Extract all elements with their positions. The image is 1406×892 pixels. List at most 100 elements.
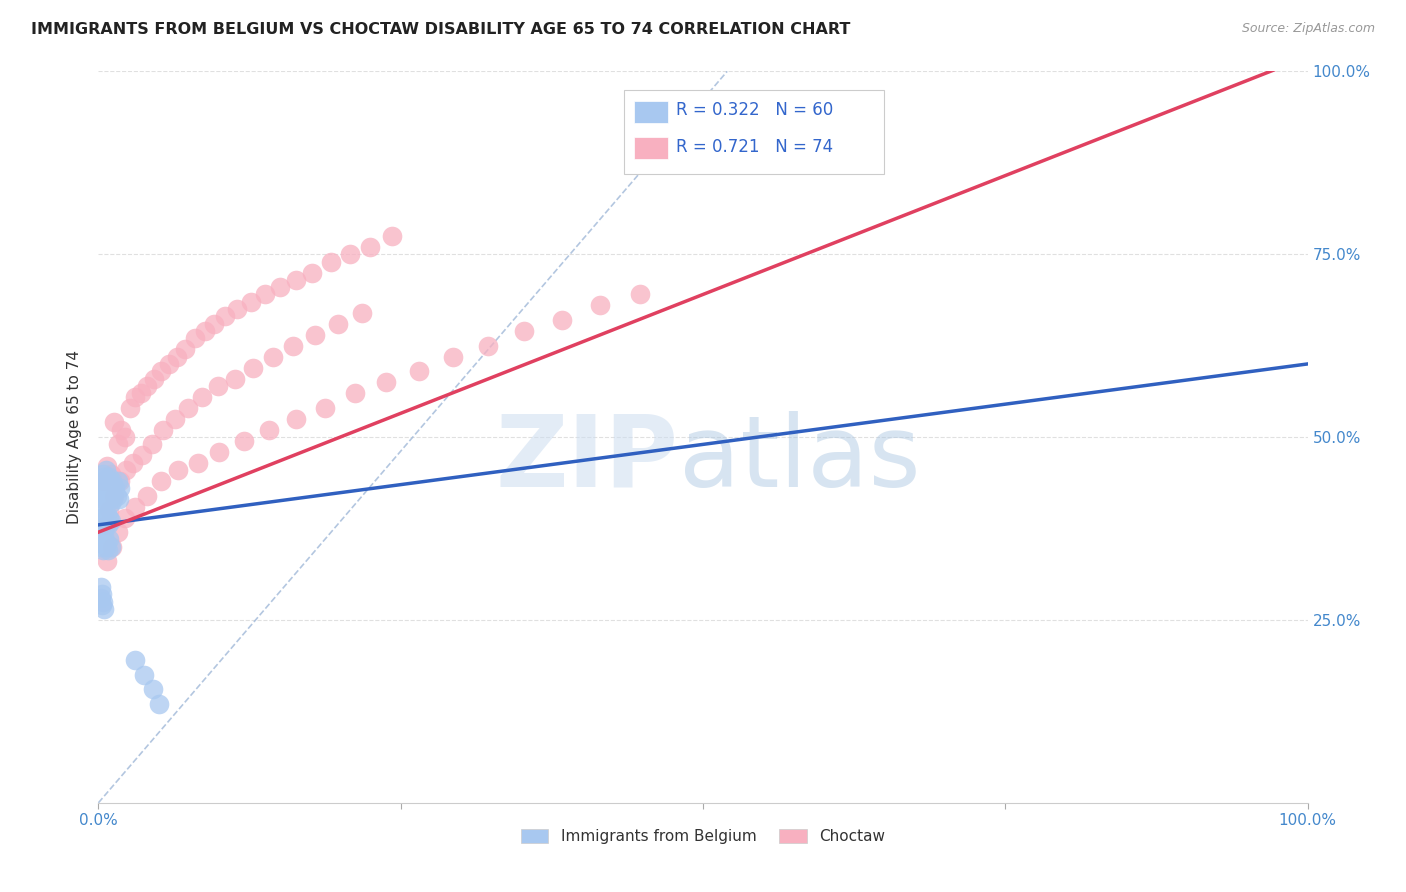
Point <box>124 500 146 514</box>
Point <box>91 510 114 524</box>
Point <box>148 697 170 711</box>
Point <box>100 474 122 488</box>
Point <box>142 682 165 697</box>
Point <box>101 477 124 491</box>
Point <box>326 317 349 331</box>
Point <box>100 496 122 510</box>
Point <box>114 510 136 524</box>
Text: IMMIGRANTS FROM BELGIUM VS CHOCTAW DISABILITY AGE 65 TO 74 CORRELATION CHART: IMMIGRANTS FROM BELGIUM VS CHOCTAW DISAB… <box>31 22 851 37</box>
Point <box>152 423 174 437</box>
Point <box>208 444 231 458</box>
Point <box>91 474 114 488</box>
Point <box>100 467 122 481</box>
Point <box>108 481 131 495</box>
Point <box>94 540 117 554</box>
Point <box>91 517 114 532</box>
Point <box>103 416 125 430</box>
Point <box>97 517 120 532</box>
Point <box>98 489 121 503</box>
Point <box>163 412 186 426</box>
Point <box>100 540 122 554</box>
Point <box>589 298 612 312</box>
Point <box>281 338 304 352</box>
Point <box>184 331 207 345</box>
Point <box>254 287 277 301</box>
Point <box>94 477 117 491</box>
Point <box>93 602 115 616</box>
Point <box>97 543 120 558</box>
Text: ZIP: ZIP <box>496 410 679 508</box>
Point <box>97 492 120 507</box>
Point <box>107 525 129 540</box>
Point <box>242 360 264 375</box>
FancyBboxPatch shape <box>634 137 668 159</box>
Point <box>339 247 361 261</box>
Point <box>91 481 114 495</box>
Point <box>91 543 114 558</box>
Point <box>91 507 114 521</box>
Point <box>91 485 114 500</box>
Point <box>441 350 464 364</box>
Point <box>98 510 121 524</box>
Y-axis label: Disability Age 65 to 74: Disability Age 65 to 74 <box>67 350 83 524</box>
Point <box>118 401 141 415</box>
Point <box>124 390 146 404</box>
Point <box>194 324 217 338</box>
Point <box>93 529 115 543</box>
Text: R = 0.721   N = 74: R = 0.721 N = 74 <box>676 137 834 156</box>
Point <box>284 273 307 287</box>
Point <box>93 470 115 484</box>
Point <box>90 591 112 605</box>
Point <box>150 474 173 488</box>
Text: atlas: atlas <box>679 410 921 508</box>
Point <box>93 481 115 495</box>
Text: R = 0.322   N = 60: R = 0.322 N = 60 <box>676 101 834 120</box>
Point <box>187 456 209 470</box>
Legend: Immigrants from Belgium, Choctaw: Immigrants from Belgium, Choctaw <box>515 822 891 850</box>
Point <box>319 254 342 268</box>
Point <box>135 379 157 393</box>
Point <box>232 434 254 448</box>
Point <box>90 489 112 503</box>
Point <box>96 554 118 568</box>
Point <box>214 310 236 324</box>
Point <box>314 401 336 415</box>
Point <box>110 423 132 437</box>
Point <box>93 496 115 510</box>
Point <box>94 517 117 532</box>
Point <box>104 481 127 495</box>
Point <box>671 123 693 137</box>
Point <box>141 437 163 451</box>
Point <box>166 350 188 364</box>
Point <box>100 481 122 495</box>
Point <box>98 503 121 517</box>
Point <box>284 412 307 426</box>
Point <box>91 587 114 601</box>
Point <box>91 594 114 608</box>
Point <box>91 533 114 547</box>
Point <box>107 437 129 451</box>
Point <box>98 533 121 547</box>
Point <box>381 228 404 243</box>
Point <box>115 463 138 477</box>
Point <box>301 266 323 280</box>
Point <box>157 357 180 371</box>
Point <box>262 350 284 364</box>
FancyBboxPatch shape <box>624 90 884 174</box>
Point <box>150 364 173 378</box>
FancyBboxPatch shape <box>634 101 668 122</box>
Point <box>103 489 125 503</box>
Point <box>94 514 117 528</box>
Point <box>124 653 146 667</box>
Point <box>269 280 291 294</box>
Point <box>191 390 214 404</box>
Point <box>100 489 122 503</box>
Point <box>239 294 262 309</box>
Point <box>105 489 128 503</box>
Point <box>207 379 229 393</box>
Point <box>129 386 152 401</box>
Point <box>107 474 129 488</box>
Text: Source: ZipAtlas.com: Source: ZipAtlas.com <box>1241 22 1375 36</box>
Point <box>350 306 373 320</box>
Point <box>304 327 326 342</box>
